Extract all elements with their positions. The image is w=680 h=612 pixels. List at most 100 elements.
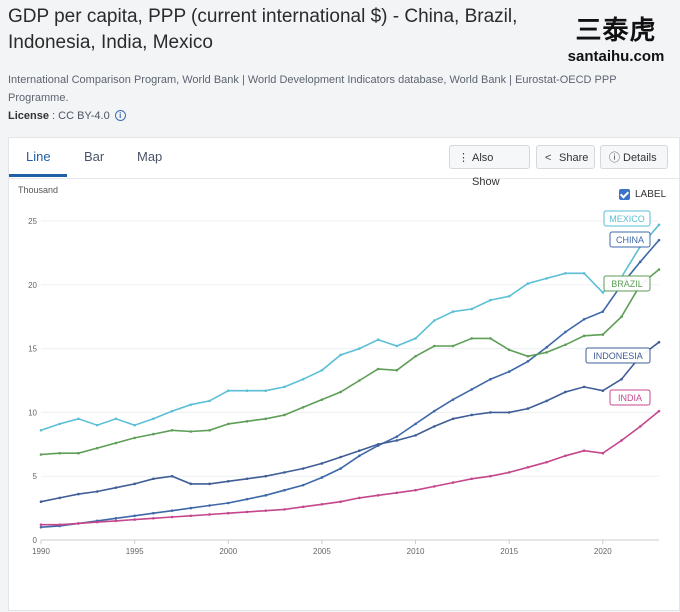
data-point [301,483,305,487]
license-value: : CC BY-4.0 [48,110,110,122]
data-point [376,338,380,341]
data-point [39,428,43,432]
data-point [189,514,193,518]
tab-line[interactable]: Line [26,149,51,164]
x-tick-label: 2015 [500,547,518,556]
data-point [283,508,286,511]
data-point [152,417,155,421]
data-point [208,428,211,432]
data-point [489,298,492,302]
also-show-label: Also Show [472,152,500,188]
data-point [358,496,361,500]
data-point [77,417,80,421]
data-point [264,509,268,512]
data-point [395,439,399,442]
series-end-label-box [603,210,651,227]
data-point [39,453,43,456]
data-point [545,277,548,280]
watermark-text: 三泰虎 [575,16,657,46]
share-button[interactable]: < Share [536,145,595,169]
data-point [470,413,474,417]
data-point [526,282,530,285]
y-tick-label: 5 [33,472,38,481]
label-checkbox[interactable] [619,189,630,200]
data-point [95,423,99,427]
x-tick-label: 2010 [407,547,425,556]
data-point [208,482,211,486]
data-point [601,389,605,393]
info-icon[interactable]: i [114,110,126,121]
data-point [657,340,661,344]
data-point [283,488,286,492]
tab-map[interactable]: Map [137,149,163,164]
data-point [620,315,623,318]
chart-tabs: Line Bar Map ⋮ Also Show < Share ⓘ Details [9,138,679,188]
data-point [189,430,193,433]
share-icon: < [545,152,552,164]
data-point [657,409,661,413]
data-point [414,434,417,437]
chart-header: GDP per capita, PPP (current internation… [0,0,680,136]
data-point [601,291,605,294]
x-tick-label: 2005 [313,547,331,556]
data-point [264,417,268,421]
watermark-logo: 三泰虎 santaihu.com [560,6,672,74]
data-point [470,477,474,481]
y-axis-title: Thousand [18,185,59,195]
data-point [564,272,567,275]
data-point [564,343,567,347]
data-point [545,460,548,464]
data-point [451,344,455,348]
also-show-button[interactable]: ⋮ Also Show [449,145,530,188]
data-point [358,379,361,382]
share-label: Share [559,152,589,164]
data-point [39,525,43,529]
data-point [395,491,399,495]
data-point [320,368,324,372]
more-vertical-icon: ⋮ [458,152,469,164]
tab-bar[interactable]: Bar [84,149,105,164]
details-button[interactable]: ⓘ Details [600,145,668,169]
data-point [638,260,642,264]
data-point [620,439,623,442]
data-point [395,344,399,348]
data-point [657,238,661,242]
data-point [657,223,661,227]
data-source: International Comparison Program, World … [8,74,617,104]
data-point [451,398,455,401]
data-point [245,510,249,514]
data-point [170,509,174,512]
data-point [95,490,99,493]
data-point [133,514,136,518]
y-tick-label: 15 [28,345,37,354]
label-toggle-text: LABEL [635,189,667,200]
data-point [376,443,380,446]
data-point [226,511,230,515]
data-point [395,435,399,438]
data-point [58,422,62,426]
data-point [339,455,342,459]
data-point [432,319,436,322]
data-point [170,474,174,478]
data-point [152,432,155,436]
data-point [114,517,118,520]
y-tick-label: 25 [28,217,37,226]
details-label: Details [623,152,657,164]
data-point [77,522,80,525]
data-point [414,337,417,340]
x-tick-label: 1990 [32,547,50,556]
data-point [507,348,511,352]
data-point [133,482,136,486]
data-point [133,436,136,440]
data-point [489,474,492,478]
data-point [114,486,118,489]
data-point [545,399,548,403]
data-point [451,481,455,484]
data-point [245,389,249,393]
line-chart: 0 5 10 15 20 25 1990 1995 2000 2005 2010 2015 2020 ME… [28,210,661,556]
data-point [320,398,324,401]
info-icon: ⓘ [609,152,620,164]
data-point [245,477,249,481]
data-point [489,411,492,414]
y-tick-label: 0 [33,536,38,545]
